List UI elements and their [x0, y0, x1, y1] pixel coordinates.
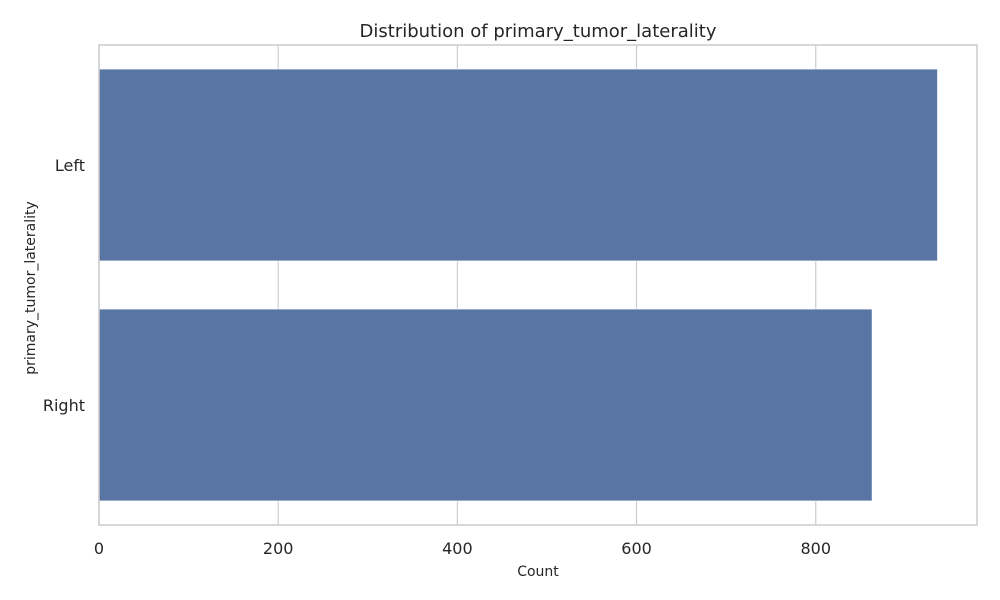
- bars: [98, 68, 938, 502]
- x-tick-label: 600: [621, 539, 652, 558]
- bar-right: [98, 308, 873, 502]
- y-axis-label: primary_tumor_laterality: [23, 201, 39, 375]
- x-tick-label: 200: [263, 539, 294, 558]
- x-tick-label: 400: [442, 539, 473, 558]
- y-tick-labels: Left Right: [43, 156, 85, 415]
- chart-title: Distribution of primary_tumor_laterality: [360, 21, 717, 42]
- y-tick-label: Right: [43, 396, 85, 415]
- bar-left: [98, 68, 938, 262]
- plot-frame: [98, 44, 978, 526]
- y-tick-label: Left: [55, 156, 85, 175]
- x-axis-label: Count: [517, 564, 559, 580]
- x-tick-label: 0: [94, 539, 104, 558]
- x-tick-label: 800: [800, 539, 831, 558]
- x-tick-labels: 0 200 400 600 800: [94, 539, 831, 558]
